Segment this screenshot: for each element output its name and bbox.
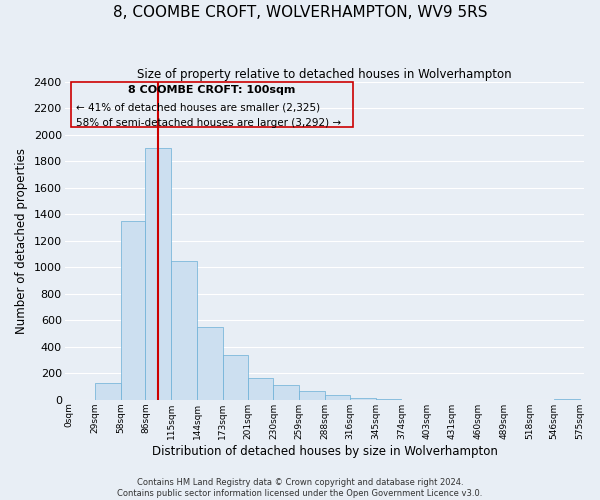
Bar	[171, 260, 197, 400]
Bar	[325, 395, 350, 400]
Y-axis label: Number of detached properties: Number of detached properties	[15, 148, 28, 334]
Bar	[223, 354, 248, 400]
Bar	[299, 391, 325, 400]
Bar	[121, 221, 145, 400]
Bar	[350, 398, 376, 400]
Text: Contains HM Land Registry data © Crown copyright and database right 2024.
Contai: Contains HM Land Registry data © Crown c…	[118, 478, 482, 498]
Bar	[145, 148, 171, 400]
Text: 8 COOMBE CROFT: 100sqm: 8 COOMBE CROFT: 100sqm	[128, 86, 296, 96]
Text: ← 41% of detached houses are smaller (2,325): ← 41% of detached houses are smaller (2,…	[76, 102, 320, 113]
Bar	[95, 383, 121, 400]
Text: 58% of semi-detached houses are larger (3,292) →: 58% of semi-detached houses are larger (…	[76, 118, 341, 128]
Bar	[197, 327, 223, 400]
Bar	[248, 378, 274, 400]
X-axis label: Distribution of detached houses by size in Wolverhampton: Distribution of detached houses by size …	[152, 444, 497, 458]
Title: Size of property relative to detached houses in Wolverhampton: Size of property relative to detached ho…	[137, 68, 512, 80]
Bar	[554, 399, 580, 400]
Bar	[274, 385, 299, 400]
Text: 8, COOMBE CROFT, WOLVERHAMPTON, WV9 5RS: 8, COOMBE CROFT, WOLVERHAMPTON, WV9 5RS	[113, 5, 487, 20]
Bar	[376, 399, 401, 400]
